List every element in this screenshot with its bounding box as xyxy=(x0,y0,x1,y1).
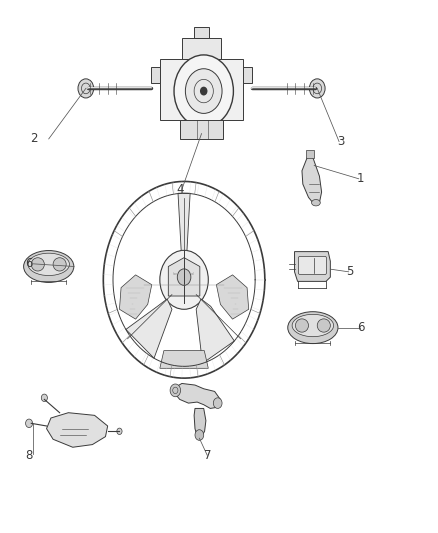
Text: 5: 5 xyxy=(346,265,353,278)
Text: 6: 6 xyxy=(357,321,365,334)
Circle shape xyxy=(177,269,191,285)
Circle shape xyxy=(309,79,325,98)
Polygon shape xyxy=(126,299,172,358)
Polygon shape xyxy=(168,257,200,296)
Polygon shape xyxy=(216,275,249,319)
Polygon shape xyxy=(194,27,209,38)
Text: --: -- xyxy=(183,282,185,287)
Polygon shape xyxy=(194,408,206,437)
Text: 1: 1 xyxy=(357,172,365,185)
Ellipse shape xyxy=(317,319,330,332)
Ellipse shape xyxy=(31,258,44,271)
Text: vol: vol xyxy=(191,272,194,277)
Polygon shape xyxy=(196,299,234,364)
Polygon shape xyxy=(175,383,220,408)
Ellipse shape xyxy=(288,312,338,344)
Circle shape xyxy=(174,55,233,127)
Polygon shape xyxy=(160,59,243,120)
Polygon shape xyxy=(306,150,314,158)
Circle shape xyxy=(185,69,222,114)
Circle shape xyxy=(213,398,222,408)
Circle shape xyxy=(41,394,47,401)
Polygon shape xyxy=(180,120,223,139)
Polygon shape xyxy=(294,252,330,281)
Ellipse shape xyxy=(311,199,320,206)
Text: 8: 8 xyxy=(25,449,33,462)
Ellipse shape xyxy=(295,319,308,332)
Circle shape xyxy=(160,251,208,309)
Text: 3: 3 xyxy=(338,135,345,148)
Polygon shape xyxy=(243,67,252,83)
Text: 6: 6 xyxy=(25,257,33,270)
Polygon shape xyxy=(178,193,190,251)
Ellipse shape xyxy=(53,258,66,271)
Text: 4: 4 xyxy=(176,183,184,196)
Circle shape xyxy=(117,428,122,434)
Ellipse shape xyxy=(292,314,334,337)
Circle shape xyxy=(170,384,180,397)
Circle shape xyxy=(25,419,32,427)
Polygon shape xyxy=(160,351,208,368)
Polygon shape xyxy=(182,38,221,59)
Circle shape xyxy=(201,87,207,95)
Polygon shape xyxy=(120,275,152,319)
Text: 7: 7 xyxy=(205,449,212,462)
FancyBboxPatch shape xyxy=(298,256,326,274)
Ellipse shape xyxy=(28,253,70,276)
Polygon shape xyxy=(46,413,108,447)
Circle shape xyxy=(195,430,204,440)
Text: 2: 2 xyxy=(30,132,37,146)
Ellipse shape xyxy=(24,251,74,282)
Polygon shape xyxy=(151,67,160,83)
Text: hon: hon xyxy=(173,272,178,277)
Polygon shape xyxy=(302,158,321,203)
Circle shape xyxy=(78,79,94,98)
